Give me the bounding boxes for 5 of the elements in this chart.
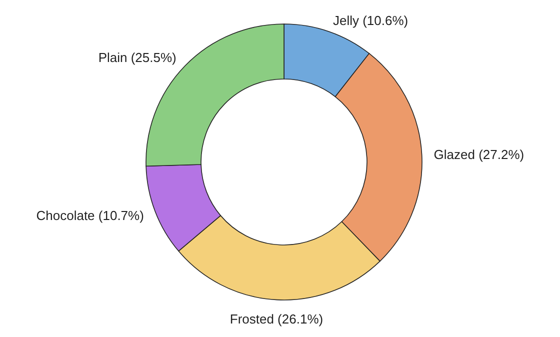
slice-label: Chocolate (10.7%) bbox=[36, 208, 144, 224]
slice-label: Glazed (27.2%) bbox=[434, 146, 524, 162]
slice-label: Plain (25.5%) bbox=[98, 50, 176, 66]
slice-label: Jelly (10.6%) bbox=[332, 12, 408, 28]
slice-label: Frosted (26.1%) bbox=[230, 312, 324, 327]
